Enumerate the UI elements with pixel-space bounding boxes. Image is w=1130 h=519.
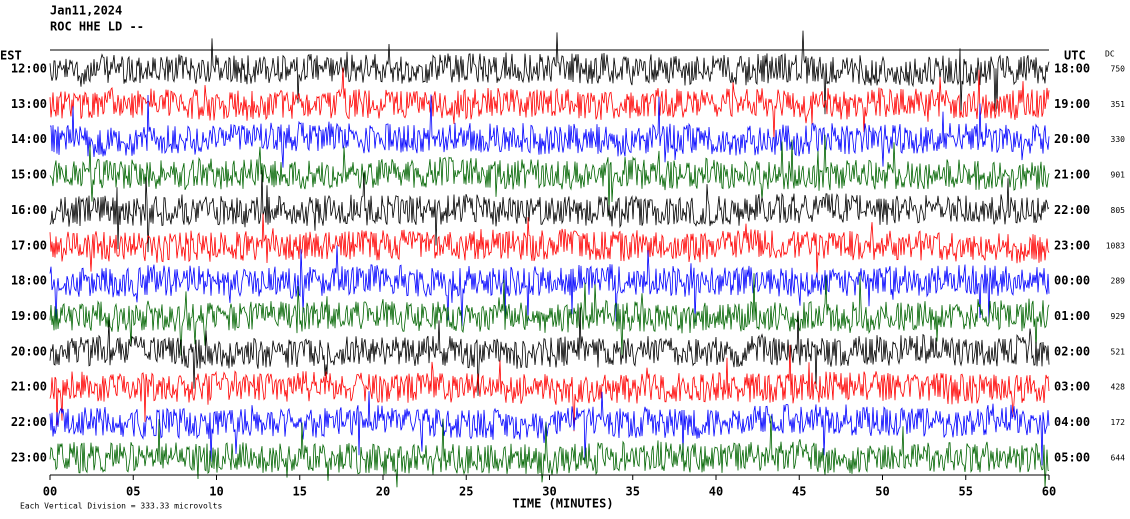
utc-label: 05:00	[1054, 450, 1090, 464]
est-label: 13:00	[11, 97, 47, 111]
dc-value: 351	[1111, 100, 1126, 109]
x-tick-label: 60	[1042, 485, 1056, 499]
utc-label: 04:00	[1054, 415, 1090, 429]
utc-label: 23:00	[1054, 238, 1090, 252]
x-axis-label: TIME (MINUTES)	[512, 497, 613, 511]
dc-value: 172	[1111, 418, 1126, 427]
est-label: 19:00	[11, 309, 47, 323]
x-tick-label: 25	[459, 485, 473, 499]
est-label: 18:00	[11, 274, 47, 288]
footnote: Each Vertical Division = 333.33 microvol…	[20, 502, 222, 511]
x-tick-label: 55	[959, 485, 973, 499]
est-label: 22:00	[11, 415, 47, 429]
est-label: 15:00	[11, 168, 47, 182]
station: ROC HHE LD --	[50, 20, 144, 34]
x-tick-label: 10	[209, 485, 223, 499]
trace	[49, 169, 1050, 253]
dc-value: 289	[1111, 277, 1126, 286]
left-axis-label: EST	[0, 49, 22, 63]
dc-value: 901	[1111, 171, 1126, 180]
dc-value: 929	[1111, 312, 1126, 321]
utc-label: 18:00	[1054, 62, 1090, 76]
trace	[49, 391, 1050, 466]
utc-label: 01:00	[1054, 309, 1090, 323]
est-label: 16:00	[11, 203, 47, 217]
est-label: 20:00	[11, 344, 47, 358]
trace	[49, 245, 1050, 327]
x-tick-label: 50	[875, 485, 889, 499]
dc-value: 1083	[1106, 241, 1125, 250]
x-tick-label: 20	[376, 485, 390, 499]
trace	[49, 307, 1050, 396]
x-tick-label: 35	[626, 485, 640, 499]
trace	[49, 67, 1050, 139]
dc-label: DC	[1105, 50, 1115, 59]
utc-label: 03:00	[1054, 380, 1090, 394]
trace	[49, 213, 1050, 278]
est-label: 21:00	[11, 380, 47, 394]
dc-value: 750	[1111, 65, 1126, 74]
utc-label: 00:00	[1054, 274, 1090, 288]
x-tick-label: 45	[792, 485, 806, 499]
x-tick-label: 40	[709, 485, 723, 499]
dc-value: 428	[1111, 383, 1126, 392]
est-label: 17:00	[11, 238, 47, 252]
trace	[49, 415, 1050, 488]
trace	[49, 273, 1050, 357]
x-tick-label: 00	[43, 485, 57, 499]
dc-value: 644	[1111, 453, 1126, 462]
est-label: 14:00	[11, 132, 47, 146]
trace	[49, 30, 1050, 115]
utc-label: 21:00	[1054, 168, 1090, 182]
traces	[49, 30, 1050, 488]
est-label: 12:00	[11, 62, 47, 76]
dc-value: 805	[1111, 206, 1126, 215]
trace	[50, 94, 1050, 168]
utc-label: 20:00	[1054, 132, 1090, 146]
utc-label: 22:00	[1054, 203, 1090, 217]
x-tick-label: 30	[542, 485, 556, 499]
utc-label: 02:00	[1054, 344, 1090, 358]
dc-value: 521	[1111, 347, 1126, 356]
est-label: 23:00	[11, 450, 47, 464]
utc-label: 19:00	[1054, 97, 1090, 111]
trace	[49, 134, 1050, 216]
x-tick-label: 15	[293, 485, 307, 499]
dc-value: 330	[1111, 135, 1126, 144]
trace	[49, 344, 1050, 432]
x-tick-label: 05	[126, 485, 140, 499]
date: Jan11,2024	[50, 4, 122, 18]
right-axis-label: UTC	[1064, 49, 1086, 63]
